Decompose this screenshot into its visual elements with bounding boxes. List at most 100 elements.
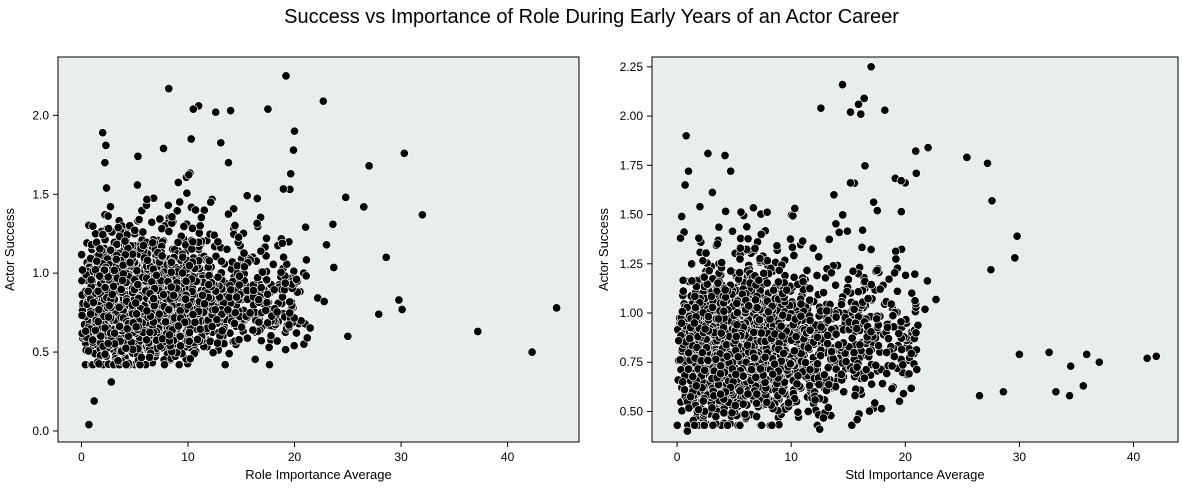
scatter-point	[866, 327, 876, 337]
scatter-point	[823, 402, 833, 413]
scatter-point	[847, 333, 857, 343]
scatter-point	[805, 315, 815, 325]
scatter-point	[876, 404, 887, 414]
scatter-point	[818, 413, 829, 423]
scatter-point	[677, 211, 687, 222]
scatter-point	[727, 226, 738, 236]
scatter-point	[841, 357, 851, 367]
scatter-point	[783, 398, 794, 408]
scatter-point	[856, 109, 866, 119]
scatter-point	[880, 105, 890, 115]
y-tick-label: 0.75	[620, 355, 644, 369]
scatter-point	[675, 233, 686, 243]
scatter-point	[748, 203, 758, 213]
scatter-point	[690, 420, 700, 430]
scatter-point	[891, 246, 901, 256]
scatter-point	[681, 131, 691, 141]
scatter-point	[894, 396, 905, 406]
scatter-point	[756, 328, 766, 338]
scatter-point	[1094, 357, 1104, 367]
x-axis-label: Std Importance Average	[845, 467, 984, 482]
scatter-point	[824, 234, 834, 244]
scatter-point	[831, 329, 841, 339]
scatter-point	[754, 315, 765, 325]
scatter-point	[707, 302, 718, 312]
scatter-point	[889, 351, 899, 362]
scatter-point	[870, 398, 880, 408]
scatter-point	[866, 280, 876, 290]
scatter-point	[742, 340, 752, 350]
scatter-point	[897, 344, 907, 355]
scatter-point	[767, 420, 777, 430]
scatter-point	[785, 234, 796, 244]
scatter-point	[1151, 351, 1161, 361]
scatter-point	[891, 254, 901, 264]
scatter-point	[711, 354, 721, 364]
scatter-point	[703, 148, 713, 159]
scatter-point	[732, 298, 742, 308]
scatter-point	[735, 420, 745, 430]
scatter-point	[852, 362, 862, 372]
scatter-point	[823, 330, 833, 340]
x-tick-label: 0	[674, 450, 681, 464]
scatter-point	[1066, 361, 1076, 371]
scatter-point	[714, 314, 724, 324]
scatter-point	[888, 311, 898, 321]
scatter-point	[815, 424, 825, 434]
scatter-point	[756, 229, 766, 239]
scatter-point	[175, 197, 185, 207]
scatter-point	[792, 379, 802, 389]
scatter-point	[714, 222, 724, 232]
scatter-point	[713, 278, 723, 288]
scatter-point	[890, 268, 900, 278]
scatter-point	[859, 373, 869, 383]
scatter-point	[1051, 387, 1061, 397]
scatter-point	[892, 286, 902, 296]
scatter-point	[789, 346, 799, 356]
scatter-point	[726, 266, 736, 276]
scatter-point	[707, 403, 717, 413]
scatter-point	[678, 377, 688, 387]
scatter-point	[911, 168, 921, 178]
scatter-point	[805, 325, 815, 335]
scatter-point	[836, 369, 846, 379]
scatter-point	[998, 387, 1008, 397]
scatter-point	[860, 161, 870, 171]
scatter-point	[768, 369, 778, 379]
scatter-point	[1014, 349, 1024, 359]
scatter-point	[762, 397, 772, 407]
scatter-point	[685, 333, 695, 344]
scatter-point	[694, 233, 704, 243]
scatter-point	[684, 403, 694, 413]
scatter-point	[791, 332, 801, 342]
scatter-point	[1012, 231, 1022, 241]
scatter-point	[740, 409, 750, 419]
figure-title: Success vs Importance of Role During Ear…	[284, 6, 899, 28]
scatter-point	[911, 146, 921, 156]
scatter-point	[1142, 353, 1152, 363]
scatter-point	[722, 351, 732, 361]
scatter-point	[798, 236, 808, 246]
scatter-point	[721, 206, 731, 216]
scatter-point	[703, 355, 713, 365]
scatter-point	[910, 269, 920, 279]
scatter-point	[882, 347, 892, 358]
y-axis-label: Actor Success	[596, 207, 611, 291]
scatter-point	[735, 386, 745, 396]
scatter-point	[708, 420, 718, 430]
scatter-point	[101, 183, 112, 193]
scatter-point	[931, 294, 941, 305]
scatter-point	[907, 288, 917, 298]
scatter-point	[883, 334, 894, 344]
scatter-point	[698, 256, 708, 266]
scatter-point	[796, 311, 806, 321]
scatter-point	[694, 405, 704, 415]
scatter-point	[738, 399, 748, 409]
scatter-point	[691, 381, 701, 391]
scatter-point	[831, 280, 841, 290]
scatter-point	[913, 320, 923, 330]
scatter-point	[816, 351, 826, 361]
scatter-point	[77, 250, 87, 260]
y-tick-label: 1.50	[620, 208, 644, 222]
scatter-point	[911, 328, 921, 338]
